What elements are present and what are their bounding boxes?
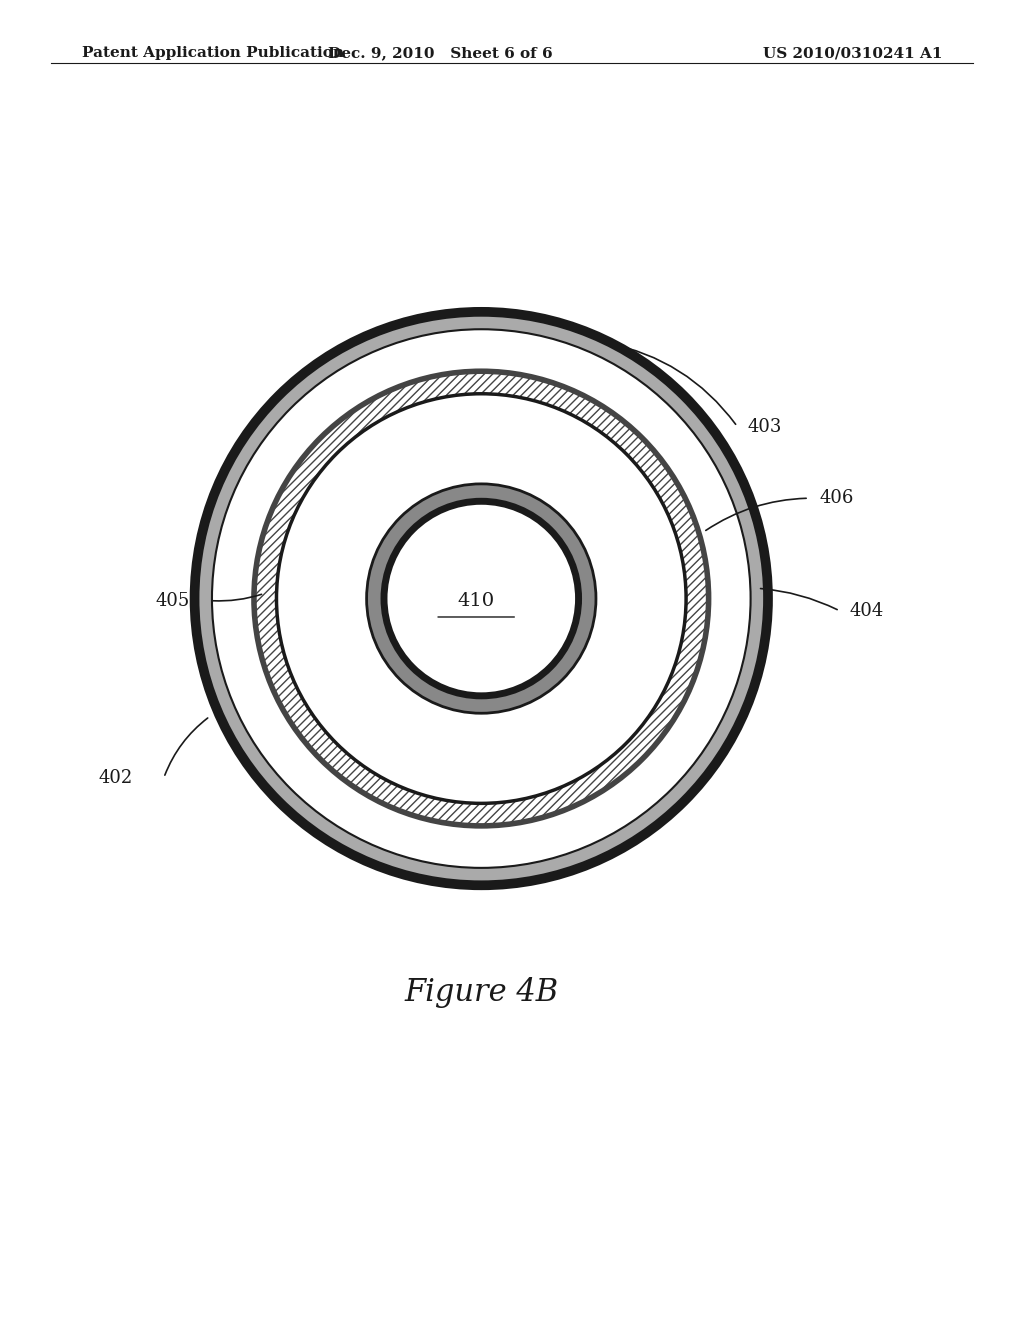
Text: 406: 406 — [819, 490, 854, 507]
Circle shape — [254, 371, 709, 826]
Circle shape — [384, 502, 579, 696]
Circle shape — [212, 329, 751, 867]
Circle shape — [276, 393, 686, 804]
Text: Patent Application Publication: Patent Application Publication — [82, 46, 344, 61]
Circle shape — [367, 484, 596, 713]
Text: Figure 4B: Figure 4B — [404, 977, 558, 1008]
Circle shape — [287, 404, 676, 793]
Text: 410: 410 — [458, 591, 495, 610]
Circle shape — [195, 312, 768, 886]
Text: 402: 402 — [99, 768, 133, 787]
Text: 405: 405 — [156, 591, 189, 610]
Text: US 2010/0310241 A1: US 2010/0310241 A1 — [763, 46, 942, 61]
Text: 404: 404 — [850, 602, 884, 620]
Text: Dec. 9, 2010   Sheet 6 of 6: Dec. 9, 2010 Sheet 6 of 6 — [328, 46, 553, 61]
Text: 403: 403 — [748, 417, 782, 436]
